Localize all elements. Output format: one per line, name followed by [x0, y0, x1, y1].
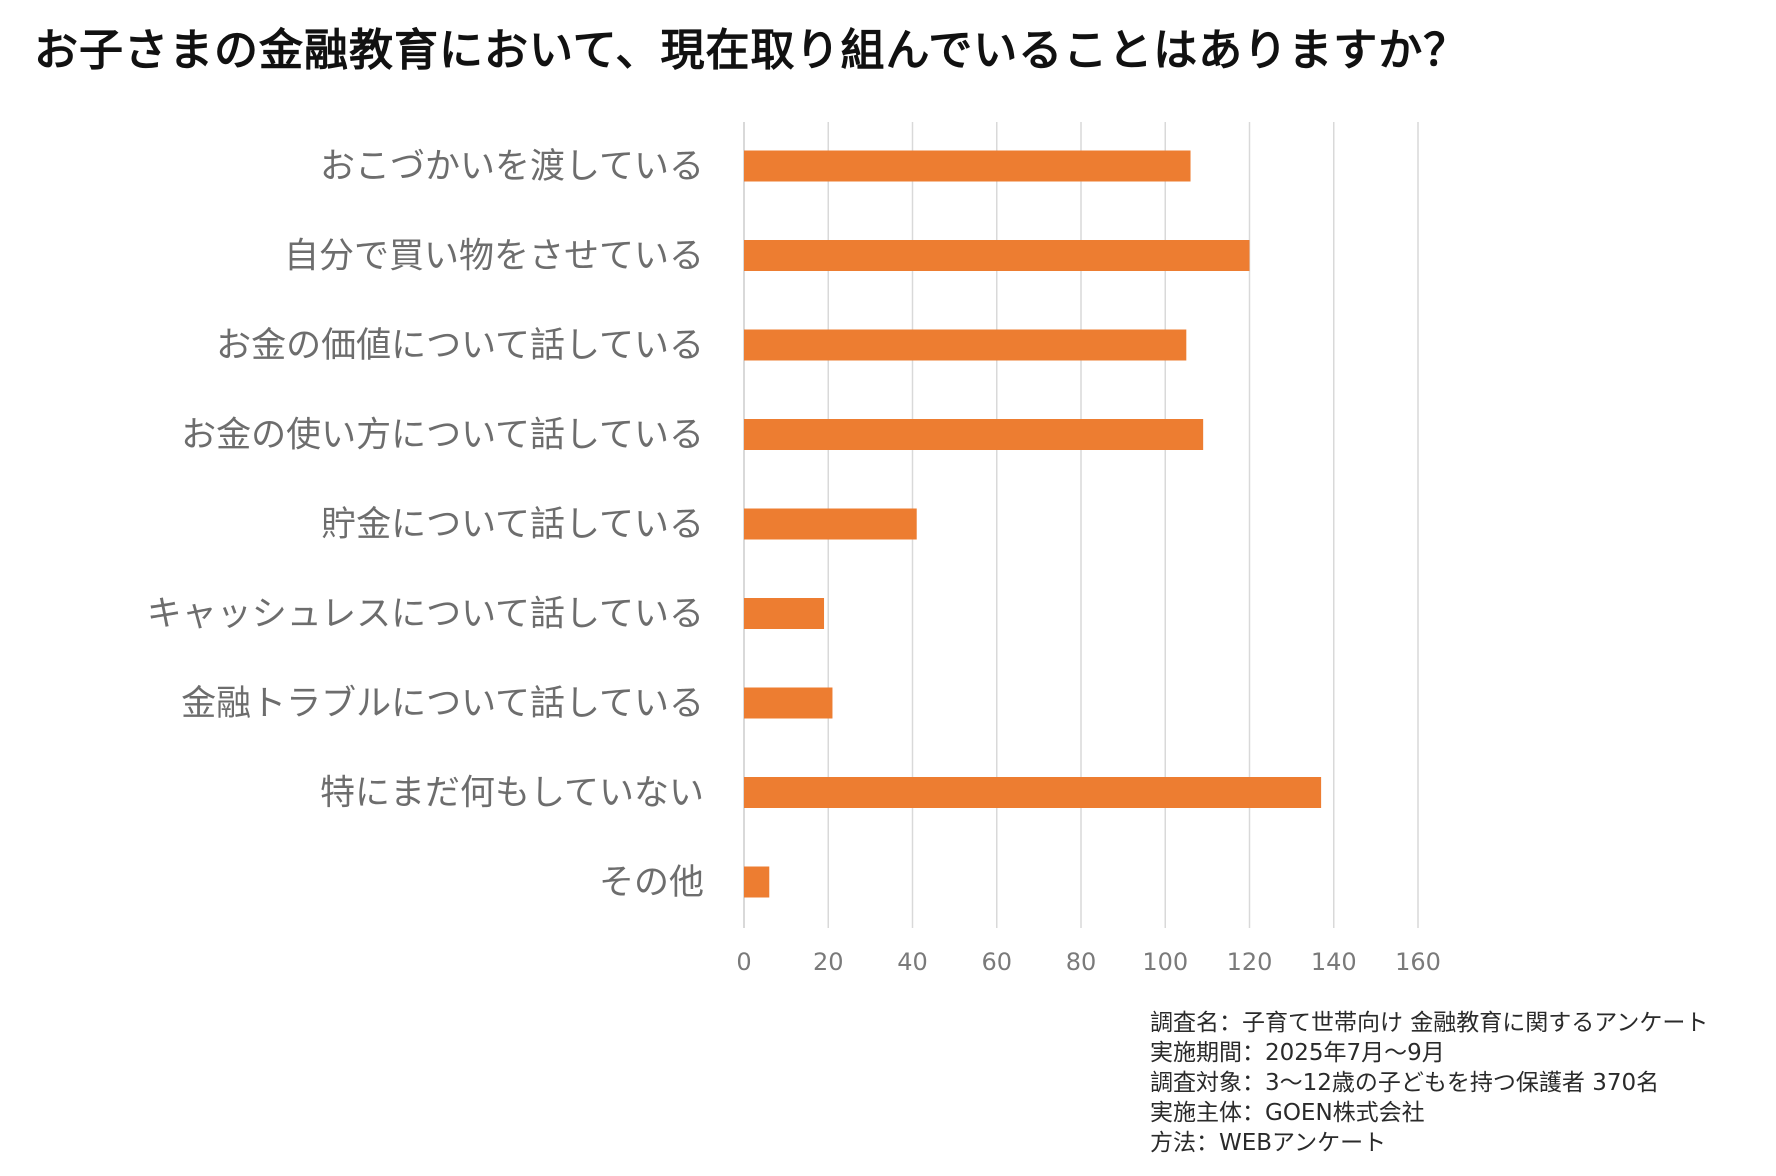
category-label: お金の価値について話している: [216, 326, 704, 366]
bar: [744, 150, 1191, 182]
x-tick-label: 100: [1142, 948, 1188, 976]
bar: [744, 240, 1250, 271]
x-axis-tick-labels: 0 20 40 60 80 100 120 140 160: [736, 948, 1441, 976]
category-label: その他: [599, 863, 704, 903]
survey-method: 方法：WEBアンケート: [1150, 1130, 1387, 1156]
category-labels: おこづかいを渡している自分で買い物をさせているお金の価値について話しているお金の…: [147, 147, 704, 903]
bar: [744, 508, 917, 540]
category-label: キャッシュレスについて話している: [147, 595, 704, 635]
bar: [744, 777, 1322, 808]
category-label: お金の使い方について話している: [181, 416, 704, 456]
x-tick-label: 60: [981, 948, 1012, 976]
x-tick-label: 120: [1227, 948, 1273, 976]
survey-notes: 調査名：子育て世帯向け 金融教育に関するアンケート 実施期間：2025年7月～9…: [1150, 1008, 1708, 1158]
survey-target: 調査対象：3～12歳の子どもを持つ保護者 370名: [1150, 1070, 1660, 1096]
x-tick-label: 0: [736, 948, 751, 976]
bar: [744, 866, 770, 898]
bar-chart: おこづかいを渡している自分で買い物をさせているお金の価値について話しているお金の…: [147, 122, 1441, 976]
x-tick-label: 140: [1311, 948, 1357, 976]
x-tick-label: 160: [1395, 948, 1441, 976]
survey-name: 調査名：子育て世帯向け 金融教育に関するアンケート: [1150, 1010, 1709, 1036]
bars: [744, 150, 1322, 898]
survey-period: 実施期間：2025年7月～9月: [1150, 1040, 1445, 1066]
x-tick-label: 80: [1066, 948, 1097, 976]
bar: [744, 419, 1204, 450]
x-tick-label: 40: [897, 948, 928, 976]
category-label: 自分で買い物をさせている: [284, 237, 704, 277]
category-label: 貯金について話している: [321, 505, 704, 545]
bar: [744, 598, 825, 629]
category-label: 特にまだ何もしていない: [320, 774, 704, 814]
category-label: 金融トラブルについて話している: [181, 684, 704, 724]
survey-organizer: 実施主体：GOEN株式会社: [1150, 1100, 1425, 1126]
chart-title: お子さまの金融教育において、現在取り組んでいることはありますか？: [34, 25, 1469, 76]
bar: [744, 329, 1187, 361]
category-label: おこづかいを渡している: [320, 147, 704, 187]
bar: [744, 687, 833, 719]
x-tick-label: 20: [813, 948, 844, 976]
